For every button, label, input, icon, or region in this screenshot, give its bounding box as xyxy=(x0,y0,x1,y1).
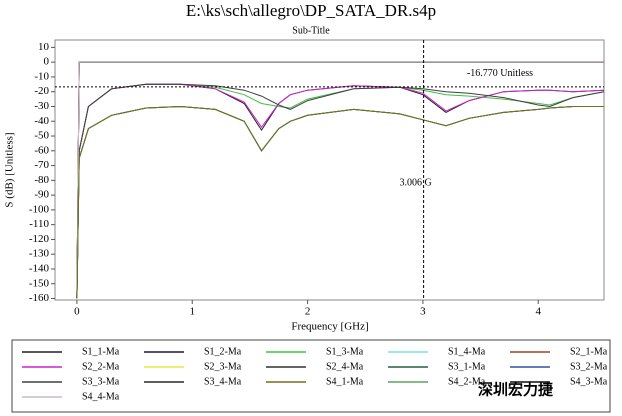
legend-label: S4_2-Ma xyxy=(448,376,486,387)
series-line xyxy=(76,105,604,299)
legend-label: S4_1-Ma xyxy=(326,376,364,387)
y-tick-label: -120 xyxy=(29,233,50,245)
chart-subtitle: Sub-Title xyxy=(292,25,330,36)
x-tick-label: 1 xyxy=(190,306,196,318)
y-tick-label: -20 xyxy=(34,85,49,97)
series-line xyxy=(76,105,604,299)
legend-label: S1_1-Ma xyxy=(82,346,120,357)
series-line xyxy=(76,105,604,299)
series-line xyxy=(76,105,604,299)
marker-hline-label: -16.770 Unitless xyxy=(467,68,533,79)
y-tick-label: -30 xyxy=(34,100,49,112)
watermark: 深圳宏力捷 xyxy=(478,381,554,399)
series-line xyxy=(76,83,605,299)
legend-label: S4_4-Ma xyxy=(82,391,120,402)
legend-label: S1_2-Ma xyxy=(204,346,242,357)
plot-frame xyxy=(54,39,605,301)
y-axis-label: S (dB) [Unitless] xyxy=(4,132,16,207)
y-tick-label: 0 xyxy=(44,56,50,68)
legend-label: S1_4-Ma xyxy=(448,346,486,357)
y-tick-label: -130 xyxy=(29,248,50,260)
y-tick-label: -90 xyxy=(34,189,49,201)
series-line xyxy=(76,61,604,299)
series-line xyxy=(76,83,605,299)
marker-vline-label: 3.006 G xyxy=(399,177,431,188)
y-tick-label: -100 xyxy=(29,203,50,215)
legend-label: S3_2-Ma xyxy=(570,361,608,372)
series-line xyxy=(76,83,605,299)
legend-label: S3_1-Ma xyxy=(448,361,486,372)
y-tick-label: -10 xyxy=(34,70,49,82)
y-tick-label: -50 xyxy=(34,130,49,142)
x-tick-label: 0 xyxy=(74,306,80,318)
legend-label: S2_2-Ma xyxy=(82,361,120,372)
y-tick-label: -160 xyxy=(29,292,50,304)
y-tick-label: 10 xyxy=(38,41,50,53)
legend-label: S2_4-Ma xyxy=(326,361,364,372)
series-line xyxy=(76,105,604,299)
series-line xyxy=(76,83,605,299)
y-tick-label: -70 xyxy=(34,159,49,171)
y-tick-label: -140 xyxy=(29,263,50,275)
x-axis-label: Frequency [GHz] xyxy=(291,321,368,333)
y-tick-label: -150 xyxy=(29,277,50,289)
legend-label: S2_3-Ma xyxy=(204,361,242,372)
y-tick-label: -40 xyxy=(34,115,49,127)
legend-label: S4_3-Ma xyxy=(570,376,608,387)
legend-label: S2_1-Ma xyxy=(570,346,608,357)
series-line xyxy=(76,61,604,299)
series-line xyxy=(76,61,604,299)
y-tick-label: -80 xyxy=(34,174,49,186)
legend-label: S3_4-Ma xyxy=(204,376,242,387)
series-line xyxy=(76,61,604,299)
y-tick-label: -110 xyxy=(29,218,49,230)
x-tick-label: 3 xyxy=(420,306,426,318)
x-tick-label: 4 xyxy=(536,306,542,318)
legend-label: S3_3-Ma xyxy=(82,376,120,387)
series-line xyxy=(76,61,604,299)
y-tick-label: -60 xyxy=(34,144,49,156)
chart-title: E:\ks\sch\allegro\DP_SATA_DR.s4p xyxy=(186,1,436,20)
legend-box xyxy=(11,339,611,413)
legend-label: S1_3-Ma xyxy=(326,346,364,357)
series-line xyxy=(76,105,604,299)
x-tick-label: 2 xyxy=(305,306,311,318)
series-line xyxy=(76,61,604,299)
